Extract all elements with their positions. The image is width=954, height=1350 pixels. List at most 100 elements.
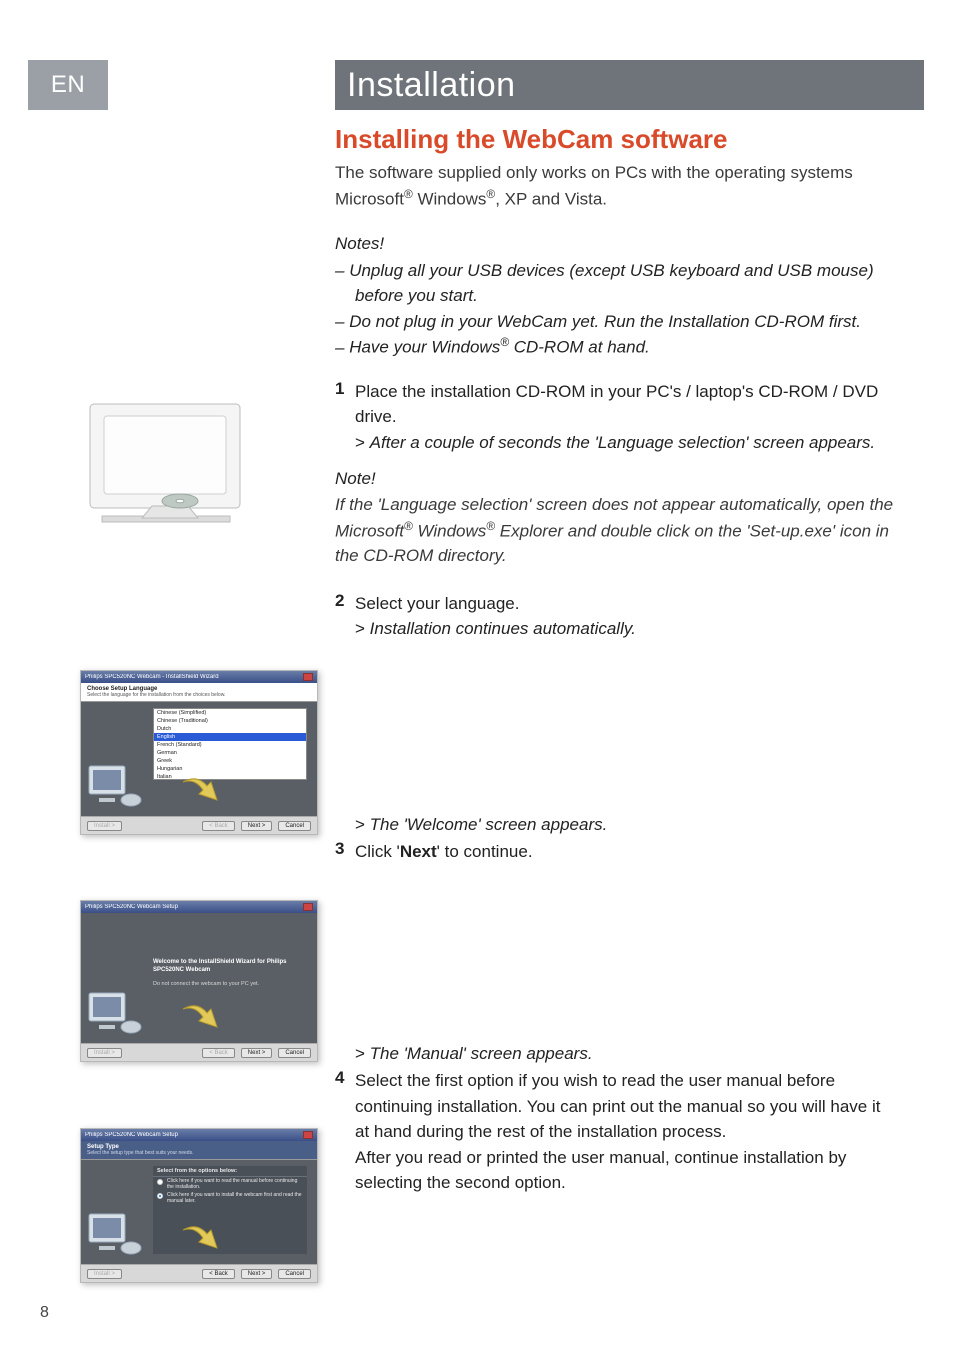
arrow-icon	[181, 778, 221, 812]
step-4-result: The 'Manual' screen appears.	[335, 1041, 894, 1067]
step-text: Click 'Next' to continue.	[355, 839, 533, 865]
back-button[interactable]: < Back	[202, 1269, 235, 1279]
step-3-result: The 'Welcome' screen appears.	[335, 812, 894, 838]
list-item[interactable]: Dutch	[154, 725, 306, 733]
step-1: 1 Place the installation CD-ROM in your …	[335, 379, 894, 430]
step-4-para1: Select the first option if you wish to r…	[355, 1071, 880, 1141]
pc-cd-illustration	[80, 398, 260, 543]
dialog-title: Philips SPC520NC Webcam Setup	[85, 1132, 178, 1138]
text-post: ' to continue.	[437, 842, 533, 861]
language-listbox[interactable]: Chinese (Simplified) Chinese (Traditiona…	[153, 708, 307, 780]
language-selection-dialog: Philips SPC520NC Webcam - InstallShield …	[80, 670, 318, 835]
next-button[interactable]: Next >	[241, 1269, 273, 1279]
step-number: 2	[335, 591, 355, 617]
notes-title: Notes!	[335, 234, 894, 254]
note-block-2: Note! If the 'Language selection' screen…	[335, 469, 894, 569]
step-4-para2: After you read or printed the user manua…	[355, 1148, 846, 1193]
spacer	[335, 642, 894, 812]
notes-block: Notes! Unplug all your USB devices (exce…	[335, 234, 894, 361]
spacer	[335, 865, 894, 1041]
list-item[interactable]: Chinese (Traditional)	[154, 717, 306, 725]
step-1-result: After a couple of seconds the 'Language …	[335, 430, 894, 456]
note-item: Unplug all your USB devices (except USB …	[335, 258, 894, 309]
option-label: Click here if you want to install the we…	[167, 1192, 303, 1204]
notes-list: Unplug all your USB devices (except USB …	[335, 258, 894, 361]
manual-dialog: Philips SPC520NC Webcam Setup Setup Type…	[80, 1128, 318, 1283]
install-button: Install >	[87, 1269, 122, 1279]
cancel-button[interactable]: Cancel	[278, 1048, 311, 1058]
welcome-note: Do not connect the webcam to your PC yet…	[153, 981, 307, 987]
radio-icon	[157, 1179, 163, 1185]
dialog-footer: Install > < Back Next > Cancel	[81, 1264, 317, 1282]
note-title: Note!	[335, 469, 894, 489]
main-content: Installing the WebCam software The softw…	[335, 110, 894, 1196]
step-text: Place the installation CD-ROM in your PC…	[355, 379, 894, 430]
list-item[interactable]: Hungarian	[154, 765, 306, 773]
text-pre: Click '	[355, 842, 400, 861]
dialog-title: Philips SPC520NC Webcam - InstallShield …	[85, 674, 219, 680]
option-install-first[interactable]: Click here if you want to install the we…	[153, 1191, 307, 1205]
dialog-body: Chinese (Simplified) Chinese (Traditiona…	[81, 702, 317, 816]
step-number: 3	[335, 839, 355, 865]
list-item[interactable]: French (Standard)	[154, 741, 306, 749]
step-2: 2 Select your language.	[335, 591, 894, 617]
pc-icon	[87, 991, 143, 1037]
dialog-titlebar: Philips SPC520NC Webcam Setup	[81, 1129, 317, 1141]
pc-icon	[87, 1212, 143, 1258]
dialog-subheading: Select the setup type that best suits yo…	[87, 1150, 311, 1156]
dialog-body: Select from the options below: Click her…	[81, 1160, 317, 1264]
dialog-titlebar: Philips SPC520NC Webcam - InstallShield …	[81, 671, 317, 683]
welcome-dialog: Philips SPC520NC Webcam Setup Welcome to…	[80, 900, 318, 1062]
cancel-button[interactable]: Cancel	[278, 821, 311, 831]
options-heading: Select from the options below:	[153, 1166, 307, 1177]
note-item: Do not plug in your WebCam yet. Run the …	[335, 309, 894, 335]
welcome-heading: Welcome to the InstallShield Wizard for …	[153, 959, 307, 975]
step-text: Select your language.	[355, 591, 519, 617]
dialog-footer: Install > < Back Next > Cancel	[81, 1043, 317, 1061]
step-4: 4 Select the first option if you wish to…	[335, 1068, 894, 1196]
back-button: < Back	[202, 1048, 235, 1058]
close-icon[interactable]	[303, 1131, 313, 1139]
section-heading: Installing the WebCam software	[335, 124, 894, 155]
dialog-header: Choose Setup Language Select the languag…	[81, 683, 317, 702]
intro-text: The software supplied only works on PCs …	[335, 161, 894, 212]
step-3: 3 Click 'Next' to continue.	[335, 839, 894, 865]
dialog-footer: Install > < Back Next > Cancel	[81, 816, 317, 834]
list-item-selected[interactable]: English	[154, 733, 306, 741]
note-body: If the 'Language selection' screen does …	[335, 493, 894, 569]
pc-icon	[87, 764, 143, 810]
dialog-title: Philips SPC520NC Webcam Setup	[85, 904, 178, 910]
note-item: Have your Windows® CD-ROM at hand.	[335, 334, 894, 360]
back-button: < Back	[202, 821, 235, 831]
option-read-manual[interactable]: Click here if you want to read the manua…	[153, 1177, 307, 1191]
page-number: 8	[40, 1304, 49, 1322]
options-panel: Select from the options below: Click her…	[153, 1166, 307, 1254]
close-icon[interactable]	[303, 673, 313, 681]
cancel-button[interactable]: Cancel	[278, 1269, 311, 1279]
next-button[interactable]: Next >	[241, 821, 273, 831]
step-number: 1	[335, 379, 355, 430]
page: EN Installation Philips SPC520NC Webcam …	[0, 0, 954, 1350]
close-icon[interactable]	[303, 903, 313, 911]
step-2-result: Installation continues automatically.	[335, 616, 894, 642]
language-tab: EN	[28, 60, 108, 110]
step-number: 4	[335, 1068, 355, 1196]
chapter-title: Installation	[347, 66, 516, 105]
dialog-header: Setup Type Select the setup type that be…	[81, 1141, 317, 1160]
list-item[interactable]: Chinese (Simplified)	[154, 709, 306, 717]
dialog-subheading: Select the language for the installation…	[87, 692, 311, 698]
list-item[interactable]: Greek	[154, 757, 306, 765]
radio-icon	[157, 1193, 163, 1199]
option-label: Click here if you want to read the manua…	[167, 1178, 303, 1190]
dialog-body: Welcome to the InstallShield Wizard for …	[81, 913, 317, 1043]
install-button: Install >	[87, 1048, 122, 1058]
step-text: Select the first option if you wish to r…	[355, 1068, 894, 1196]
dialog-titlebar: Philips SPC520NC Webcam Setup	[81, 901, 317, 913]
next-button[interactable]: Next >	[241, 1048, 273, 1058]
list-item[interactable]: Italian	[154, 773, 306, 780]
list-item[interactable]: German	[154, 749, 306, 757]
install-button: Install >	[87, 821, 122, 831]
arrow-icon	[181, 1226, 221, 1260]
arrow-icon	[181, 1005, 221, 1039]
chapter-title-bar: Installation	[335, 60, 924, 110]
